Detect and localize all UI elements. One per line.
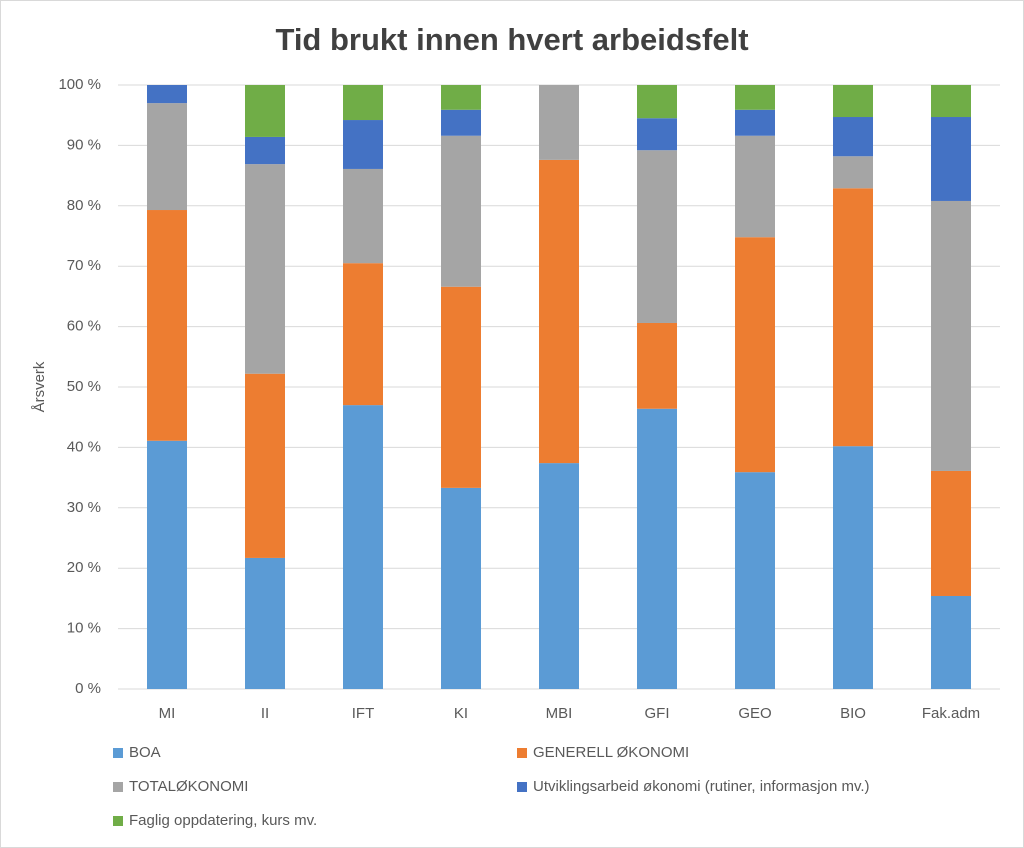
x-tick-label: BIO [840,705,866,722]
bar-segment [735,135,775,238]
x-tick-label: KI [454,705,468,722]
x-tick-label: II [261,705,269,722]
bar-segment [343,263,383,406]
bar-segment [441,135,481,287]
bar-segment [833,117,873,157]
bar-segment [539,463,579,689]
bar-segment [931,85,971,118]
y-tick-label: 100 % [58,76,101,93]
bar-segment [245,164,285,374]
legend-swatch [113,782,123,792]
y-tick-label: 60 % [67,318,101,335]
legend-label: BOA [129,744,161,761]
y-tick-label: 40 % [67,438,101,455]
bar-segment [833,85,873,118]
bar-segment [343,85,383,121]
x-tick-label: MI [159,705,176,722]
bar-segment [147,85,187,104]
bar-segment [147,440,187,689]
bar-segment [245,85,285,137]
bar-segment [245,136,285,165]
bar-segment [833,446,873,689]
bar-segment [931,595,971,689]
bar-segment [637,118,677,151]
bar-segment [441,286,481,488]
bar-segment [637,150,677,323]
y-tick-label: 50 % [67,378,101,395]
bar-segment [441,109,481,136]
legend-swatch [113,816,123,826]
bar-segment [147,210,187,441]
x-tick-label: Fak.adm [922,705,980,722]
bar-segment [539,85,579,160]
x-tick-label: GFI [645,705,670,722]
legend-label: GENERELL ØKONOMI [533,744,689,761]
bar-segment [735,109,775,136]
bar-segment [931,470,971,596]
x-tick-label: IFT [352,705,375,722]
bar-segment [245,557,285,689]
legend-swatch [113,748,123,758]
bar-segment [343,168,383,264]
y-tick-label: 80 % [67,197,101,214]
legend-label: TOTALØKONOMI [129,778,248,795]
bar-segment [245,373,285,558]
bar-segment [637,408,677,689]
legend-swatch [517,748,527,758]
x-tick-label: GEO [738,705,771,722]
legend-label: Utviklingsarbeid økonomi (rutiner, infor… [533,778,870,795]
bar-segment [343,405,383,689]
bar-segment [735,237,775,473]
y-tick-label: 0 % [75,680,101,697]
bar-segment [147,103,187,211]
bar-segment [539,159,579,464]
bar-segment [441,487,481,689]
bar-segment [833,156,873,189]
y-tick-label: 20 % [67,559,101,576]
y-tick-label: 90 % [67,136,101,153]
bar-segment [735,472,775,689]
bar-segment [441,85,481,110]
bar-segment [931,200,971,471]
bar-segment [931,117,971,201]
x-tick-label: MBI [546,705,573,722]
bar-segment [343,120,383,169]
legend-swatch [517,782,527,792]
bar-segment [735,85,775,110]
bar-segment [637,322,677,409]
y-axis-label: Årsverk [31,361,48,412]
bar-segment [637,85,677,119]
y-tick-label: 70 % [67,257,101,274]
y-tick-label: 30 % [67,499,101,516]
chart-title: Tid brukt innen hvert arbeidsfelt [275,22,748,57]
y-tick-label: 10 % [67,620,101,637]
bar-segment [833,188,873,447]
legend-label: Faglig oppdatering, kurs mv. [129,812,317,829]
